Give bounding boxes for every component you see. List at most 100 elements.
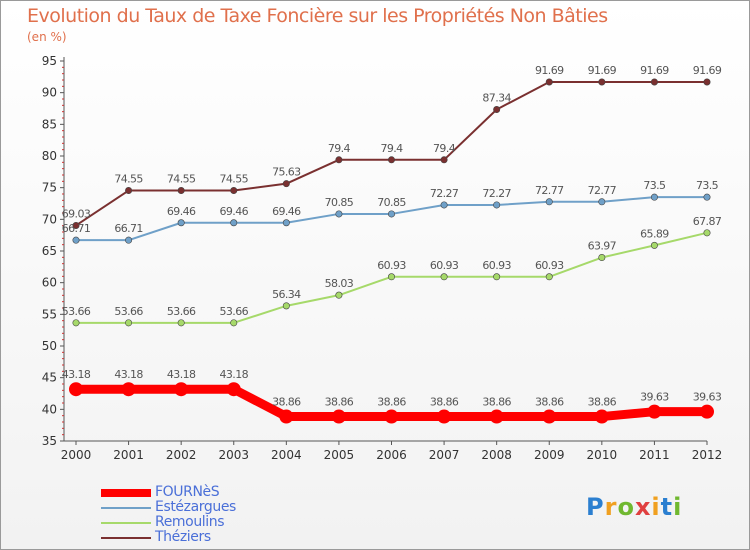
data-point xyxy=(125,236,133,244)
x-tick-label: 2008 xyxy=(481,448,512,462)
data-label: 43.18 xyxy=(220,368,249,381)
chart-title: Evolution du Taux de Taxe Foncière sur l… xyxy=(27,5,608,27)
data-point xyxy=(174,382,189,397)
series-théziers xyxy=(72,78,711,229)
logo-letter: i xyxy=(651,493,661,521)
data-label: 69.46 xyxy=(272,205,301,218)
data-point xyxy=(545,273,553,281)
data-label: 73.5 xyxy=(696,179,719,192)
logo-letter: r xyxy=(604,493,618,521)
data-label: 60.93 xyxy=(377,259,406,272)
data-point xyxy=(598,78,606,86)
data-label: 72.27 xyxy=(482,187,511,200)
data-label: 38.86 xyxy=(272,396,301,409)
x-tick-label: 2005 xyxy=(324,448,355,462)
data-label: 91.69 xyxy=(588,64,617,77)
data-label: 53.66 xyxy=(167,305,196,318)
data-label: 43.18 xyxy=(62,368,91,381)
data-label: 91.69 xyxy=(693,64,722,77)
y-tick-label: 35 xyxy=(42,434,57,448)
data-point xyxy=(598,198,606,206)
data-point xyxy=(230,219,238,227)
data-label: 74.55 xyxy=(167,173,196,186)
series-layer xyxy=(69,78,714,424)
data-point xyxy=(279,409,294,424)
data-label: 69.46 xyxy=(167,205,196,218)
axes: 35 40 45 50 55 60 65 70 75 80 85 90 95 2000 2001 2002 20… xyxy=(42,54,723,462)
data-label: 38.86 xyxy=(325,396,354,409)
data-labels-layer: 43.18 43.18 43.18 43.18 38.86 38.86 38.86 38.86… xyxy=(62,64,723,409)
data-point xyxy=(121,382,136,397)
data-point xyxy=(282,180,290,188)
legend-swatch xyxy=(101,537,151,539)
x-tick-label: 2006 xyxy=(376,448,407,462)
y-tick-label: 85 xyxy=(42,117,57,131)
data-point xyxy=(387,273,395,281)
data-label: 39.63 xyxy=(693,391,722,404)
data-label: 38.86 xyxy=(588,396,617,409)
data-point xyxy=(703,193,711,201)
data-label: 91.69 xyxy=(640,64,669,77)
data-label: 38.86 xyxy=(377,396,406,409)
data-point xyxy=(69,382,83,397)
data-point xyxy=(647,404,662,419)
x-tick-label: 2010 xyxy=(587,448,618,462)
data-point xyxy=(72,319,80,327)
data-label: 56.34 xyxy=(272,288,301,301)
data-label: 53.66 xyxy=(220,305,249,318)
y-tick-label: 55 xyxy=(42,307,57,321)
data-point xyxy=(335,210,343,218)
y-tick-label: 80 xyxy=(42,149,57,163)
data-label: 43.18 xyxy=(114,368,143,381)
series-estézargues xyxy=(72,193,711,244)
x-tick-label: 2011 xyxy=(639,448,670,462)
y-tick-label: 50 xyxy=(42,339,57,353)
x-tick-label: 2009 xyxy=(534,448,565,462)
logo-letter: i xyxy=(673,493,683,521)
data-label: 60.93 xyxy=(535,259,564,272)
data-label: 73.5 xyxy=(643,179,666,192)
data-point xyxy=(125,319,133,327)
data-point xyxy=(437,409,452,424)
data-point xyxy=(226,382,241,397)
data-label: 60.93 xyxy=(482,259,511,272)
legend-label: Théziers xyxy=(155,529,211,545)
data-label: 74.55 xyxy=(220,173,249,186)
data-point xyxy=(177,319,185,327)
data-point xyxy=(177,219,185,227)
data-point xyxy=(282,302,290,310)
data-point xyxy=(387,156,395,164)
data-point xyxy=(177,187,185,195)
legend-swatch xyxy=(101,489,151,497)
data-label: 70.85 xyxy=(377,196,406,209)
data-point xyxy=(493,201,501,209)
data-point xyxy=(384,409,399,424)
data-point xyxy=(493,273,501,281)
y-tick-label: 70 xyxy=(42,212,57,226)
data-label: 43.18 xyxy=(167,368,196,381)
data-label: 75.63 xyxy=(272,166,301,179)
data-label: 66.71 xyxy=(62,222,91,235)
data-point xyxy=(282,219,290,227)
data-point xyxy=(440,273,448,281)
data-label: 58.03 xyxy=(325,277,354,290)
data-label: 66.71 xyxy=(114,222,143,235)
y-tick-label: 90 xyxy=(42,86,57,100)
data-point xyxy=(440,156,448,164)
x-tick-label: 2004 xyxy=(271,448,302,462)
legend-swatch xyxy=(101,507,151,509)
data-point xyxy=(230,187,238,195)
data-label: 69.46 xyxy=(220,205,249,218)
data-point xyxy=(703,229,711,237)
data-label: 38.86 xyxy=(535,396,564,409)
legend-label: Estézargues xyxy=(155,499,236,515)
data-point xyxy=(335,156,343,164)
data-label: 63.97 xyxy=(588,240,617,253)
data-point xyxy=(230,319,238,327)
logo-letter: o xyxy=(617,493,635,521)
data-label: 39.63 xyxy=(640,391,669,404)
data-label: 65.89 xyxy=(640,227,669,240)
data-point xyxy=(387,210,395,218)
data-point xyxy=(489,409,504,424)
